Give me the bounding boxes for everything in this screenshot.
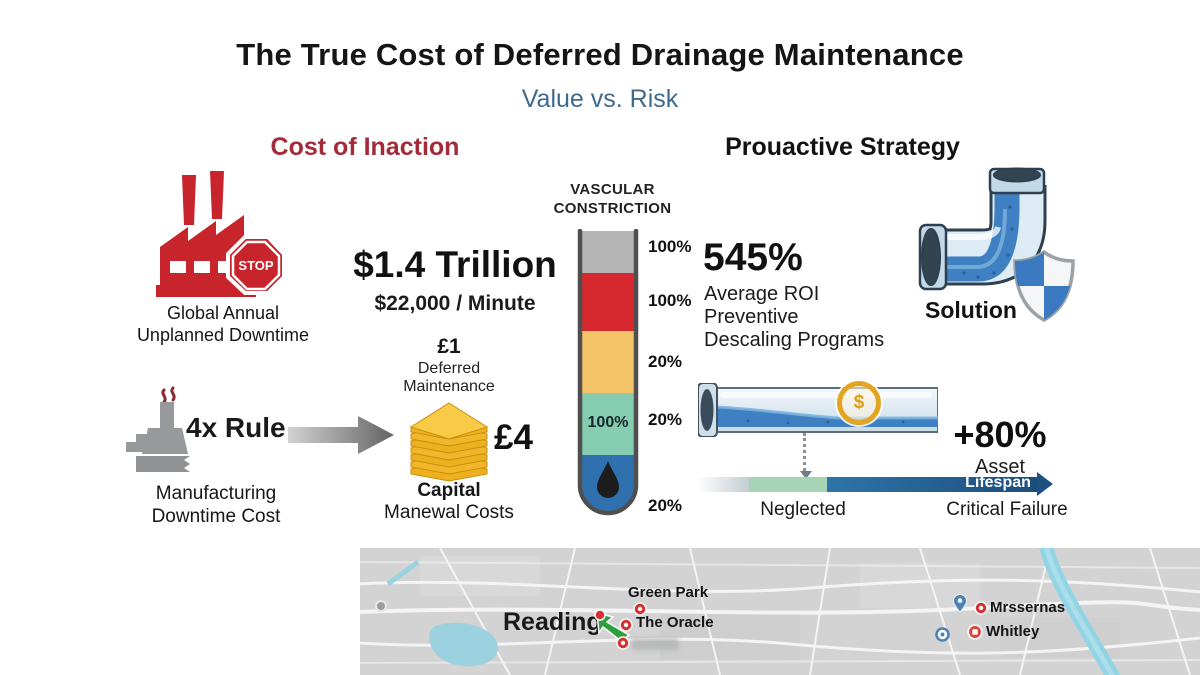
dollar-coin-icon: $ bbox=[837, 381, 881, 425]
asset-label: Asset bbox=[974, 456, 1026, 478]
manufacturing-caption-line1: Manufacturing bbox=[155, 483, 277, 504]
vascular-constriction-title: VASCULAR CONSTRICTION bbox=[540, 180, 685, 218]
manufacturing-caption-line2: Downtime Cost bbox=[151, 506, 281, 527]
page-subtitle: Value vs. Risk bbox=[521, 85, 679, 113]
asset-lifespan-bar: Lifespan bbox=[697, 472, 1053, 496]
deferred-maintenance-stat: £1 Deferred Maintenance bbox=[374, 335, 524, 396]
factory-stop-icon: STOP bbox=[156, 171, 286, 297]
downtime-rate: $22,000 / Minute bbox=[374, 292, 536, 315]
map-pin-red-icon bbox=[633, 602, 647, 616]
roi-caption: Average ROI Preventive Descaling Program… bbox=[704, 283, 884, 352]
tube-percent-label: 100% bbox=[648, 291, 692, 310]
roi-caption-line3: Descaling Programs bbox=[704, 329, 885, 351]
map-city-label: Reading bbox=[503, 608, 602, 636]
bar-failure-segment bbox=[827, 477, 1037, 492]
map-pin-blue-drop-icon bbox=[953, 594, 967, 613]
lifespan-bar-label: Lifespan bbox=[965, 474, 1031, 491]
horizontal-pipe-icon bbox=[698, 383, 938, 437]
dollar-symbol: $ bbox=[853, 392, 865, 413]
roi-value: 545% bbox=[703, 236, 803, 279]
oil-droplet-icon bbox=[597, 461, 619, 498]
illegible-map-label bbox=[631, 638, 679, 650]
solution-label: Solution bbox=[925, 297, 1017, 323]
roi-caption-line1: Average ROI bbox=[704, 283, 820, 305]
tube-inner-percent-label: 100% bbox=[587, 414, 629, 431]
test-tube-icon bbox=[577, 229, 639, 516]
capital-renewal-caption: Capital Manewal Costs bbox=[368, 480, 530, 524]
map-poi-label: Whitley bbox=[986, 623, 1040, 640]
map-poi-label: Green Park bbox=[628, 584, 709, 601]
downtime-caption-line1: Global Annual bbox=[166, 303, 280, 323]
bar-arrowhead-icon bbox=[1037, 472, 1053, 496]
asset-lifespan-value: +80% bbox=[953, 414, 1047, 455]
tube-segment-red bbox=[582, 273, 634, 331]
four-x-rule-label: 4x Rule bbox=[186, 412, 286, 443]
map-pin-red-icon bbox=[619, 618, 633, 632]
tube-segment-orange bbox=[582, 331, 634, 393]
roi-caption-line2: Preventive bbox=[704, 306, 799, 328]
map-dot-gray-icon bbox=[375, 600, 387, 612]
tube-segment-gray bbox=[582, 231, 634, 273]
map-pin-blue-circle-icon bbox=[935, 627, 950, 642]
page-title: The True Cost of Deferred Drainage Maint… bbox=[236, 37, 964, 72]
small-factory-icon bbox=[126, 386, 190, 472]
map-base-art bbox=[360, 548, 1200, 675]
vascular-title-line1: VASCULAR bbox=[570, 181, 655, 198]
neglected-label: Neglected bbox=[760, 499, 846, 520]
tube-percent-label: 20% bbox=[648, 352, 683, 371]
shield-icon bbox=[1013, 249, 1075, 322]
tube-percent-label: 20% bbox=[648, 410, 683, 429]
tube-percent-label: 20% bbox=[648, 496, 683, 515]
deferred-caption-line2: Maintenance bbox=[403, 378, 495, 395]
capital-caption-line2: Manewal Costs bbox=[384, 502, 514, 523]
vascular-title-line2: CONSTRICTION bbox=[553, 200, 672, 217]
arrow-right-icon bbox=[288, 416, 394, 454]
stop-sign-label: STOP bbox=[238, 258, 273, 273]
bar-neglected-segment bbox=[749, 477, 827, 492]
proactive-strategy-heading: Prouactive Strategy bbox=[725, 133, 960, 161]
elbow-pipe-icon bbox=[918, 167, 1047, 291]
tube-segment-teal bbox=[582, 393, 634, 455]
downtime-caption-line2: Unplanned Downtime bbox=[136, 325, 310, 345]
map-poi-label: Mrssernas bbox=[990, 599, 1066, 616]
capital-caption-line1: Capital bbox=[417, 480, 481, 501]
deferred-caption-line1: Deferred bbox=[417, 360, 481, 377]
capital-amount: £4 bbox=[494, 418, 533, 457]
map-pin-red-icon bbox=[974, 601, 988, 615]
manufacturing-caption: Manufacturing Downtime Cost bbox=[118, 482, 314, 528]
critical-failure-label: Critical Failure bbox=[946, 499, 1068, 520]
downtime-amount: $1.4 Trillion bbox=[353, 244, 557, 285]
map-pin-red-icon bbox=[616, 636, 630, 650]
tube-percent-label: 100% bbox=[648, 237, 692, 256]
dotted-down-arrow-icon bbox=[800, 433, 812, 479]
map-pin-red-icon bbox=[967, 624, 983, 640]
cost-of-inaction-heading: Cost of Inaction bbox=[270, 133, 460, 161]
map-panel: Reading Green Park The Oracle bbox=[360, 548, 1200, 675]
bar-fade-segment bbox=[697, 477, 749, 492]
deferred-amount: £1 bbox=[437, 335, 461, 358]
downtime-caption: Global Annual Unplanned Downtime bbox=[108, 302, 338, 346]
map-poi-label: The Oracle bbox=[636, 614, 714, 631]
coin-stack-icon bbox=[409, 402, 489, 482]
